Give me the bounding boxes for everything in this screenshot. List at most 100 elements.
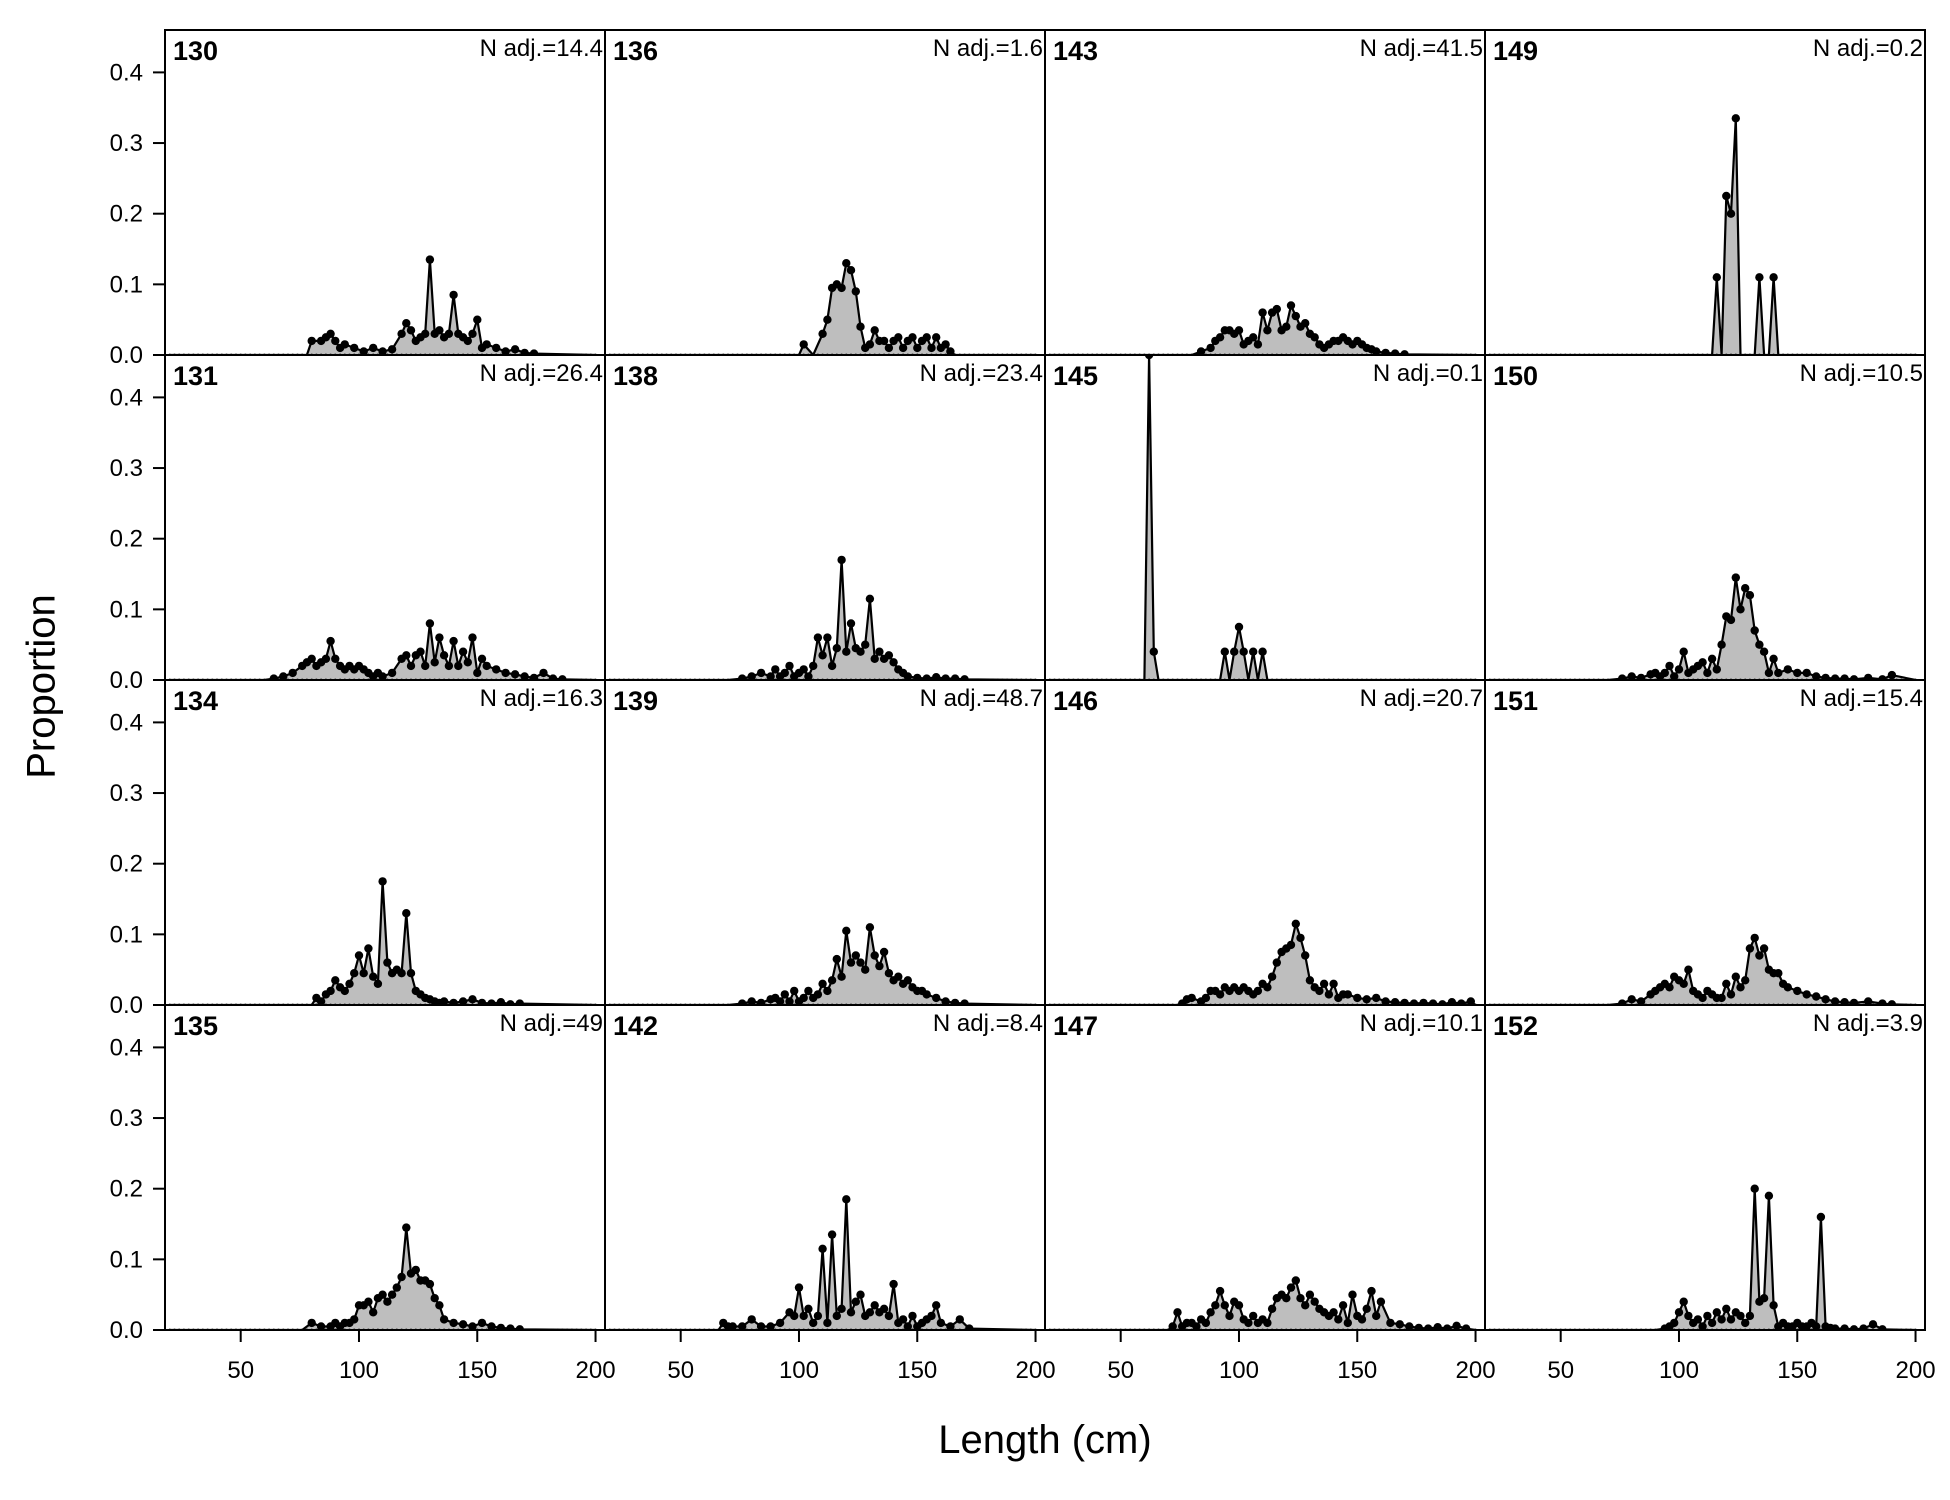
panel-title: 142 — [613, 1011, 658, 1041]
data-point — [1400, 350, 1409, 355]
data-point — [756, 1322, 766, 1330]
y-tick-label: 0.4 — [110, 1034, 143, 1061]
data-point — [775, 1318, 785, 1328]
data-point — [411, 1265, 420, 1275]
panel-title: 146 — [1053, 686, 1098, 716]
data-point — [501, 347, 510, 355]
panel-frame — [164, 1004, 606, 1331]
y-tick-label: 0.1 — [110, 921, 143, 948]
data-point — [435, 1301, 444, 1310]
panel-frame — [164, 29, 606, 356]
data-point — [1783, 665, 1793, 674]
x-tick-label: 150 — [1777, 1357, 1817, 1384]
data-point — [799, 993, 808, 1003]
series-fill — [1049, 1280, 1476, 1330]
data-point — [1859, 1324, 1868, 1330]
data-point — [416, 647, 425, 656]
data-point — [813, 990, 823, 999]
data-point — [359, 347, 368, 355]
data-point — [373, 979, 383, 988]
data-point — [1215, 990, 1225, 999]
data-point — [1712, 665, 1722, 674]
panel-frame — [604, 354, 1046, 681]
data-point — [1272, 304, 1282, 314]
data-point — [1821, 995, 1830, 1004]
data-point — [941, 340, 950, 349]
data-point — [1618, 999, 1627, 1005]
data-point — [1215, 1286, 1225, 1296]
data-point — [1329, 979, 1338, 988]
y-tick-label: 0.3 — [110, 455, 143, 482]
data-point — [1419, 998, 1428, 1005]
data-point — [515, 1325, 524, 1330]
data-point — [369, 343, 378, 353]
x-tick-label: 50 — [1547, 1357, 1574, 1384]
data-point — [898, 1315, 908, 1324]
data-point — [307, 336, 316, 346]
data-point — [1461, 1324, 1471, 1330]
data-point — [1362, 995, 1371, 1004]
data-point — [1301, 1301, 1310, 1310]
data-point — [870, 1301, 879, 1310]
data-point — [818, 651, 827, 660]
data-point — [846, 266, 856, 275]
data-point — [1234, 1301, 1244, 1310]
x-tick-label: 50 — [667, 1357, 694, 1384]
data-point — [1263, 983, 1272, 992]
data-point — [794, 1283, 804, 1292]
data-point — [1745, 1311, 1755, 1321]
data-point — [1769, 1301, 1778, 1310]
data-point — [851, 1297, 860, 1306]
data-point — [1296, 1294, 1305, 1303]
data-point — [842, 1195, 851, 1204]
data-point — [856, 322, 865, 331]
data-point — [383, 958, 392, 967]
panel-n-label: N adj.=10.5 — [1800, 360, 1923, 387]
data-point — [477, 1318, 487, 1328]
data-point — [1390, 349, 1400, 355]
data-point — [813, 1311, 823, 1321]
data-point — [1726, 1315, 1736, 1324]
data-point — [326, 986, 335, 996]
data-point — [1282, 1294, 1291, 1303]
y-tick-label: 0.2 — [110, 526, 143, 553]
data-point — [1267, 972, 1277, 981]
data-point — [1457, 999, 1466, 1005]
data-point — [1759, 1294, 1769, 1303]
data-point — [477, 998, 487, 1005]
data-point — [832, 1311, 841, 1321]
data-point — [1334, 1315, 1343, 1324]
data-point — [780, 990, 789, 999]
panel-frame — [1484, 1004, 1926, 1331]
data-point — [515, 999, 524, 1005]
panel-frame — [1484, 29, 1926, 356]
series-fill — [169, 1227, 596, 1330]
data-point — [1386, 1318, 1395, 1328]
data-point — [1144, 355, 1154, 360]
y-tick-label: 0.1 — [110, 1246, 143, 1273]
data-point — [397, 1272, 406, 1282]
data-point — [1201, 993, 1211, 1003]
data-point — [1816, 1212, 1826, 1222]
data-point — [1372, 1311, 1381, 1321]
data-point — [1149, 647, 1159, 656]
y-tick-label: 0.2 — [110, 1176, 143, 1203]
data-point — [1249, 647, 1258, 656]
data-point — [1684, 965, 1693, 974]
data-point — [1830, 1324, 1840, 1330]
data-point — [468, 633, 477, 642]
data-point — [425, 255, 435, 264]
x-tick-label: 200 — [576, 1357, 616, 1384]
data-point — [1712, 1308, 1722, 1317]
data-point — [1868, 1320, 1878, 1329]
data-point — [875, 647, 884, 656]
panel-plot-area — [1488, 1184, 1917, 1330]
data-point — [1736, 1311, 1745, 1321]
y-tick-label: 0.4 — [110, 384, 143, 411]
data-point — [865, 1308, 875, 1317]
data-point — [402, 319, 411, 328]
data-point — [1291, 311, 1301, 321]
data-point — [1726, 615, 1736, 625]
data-point — [884, 651, 894, 660]
